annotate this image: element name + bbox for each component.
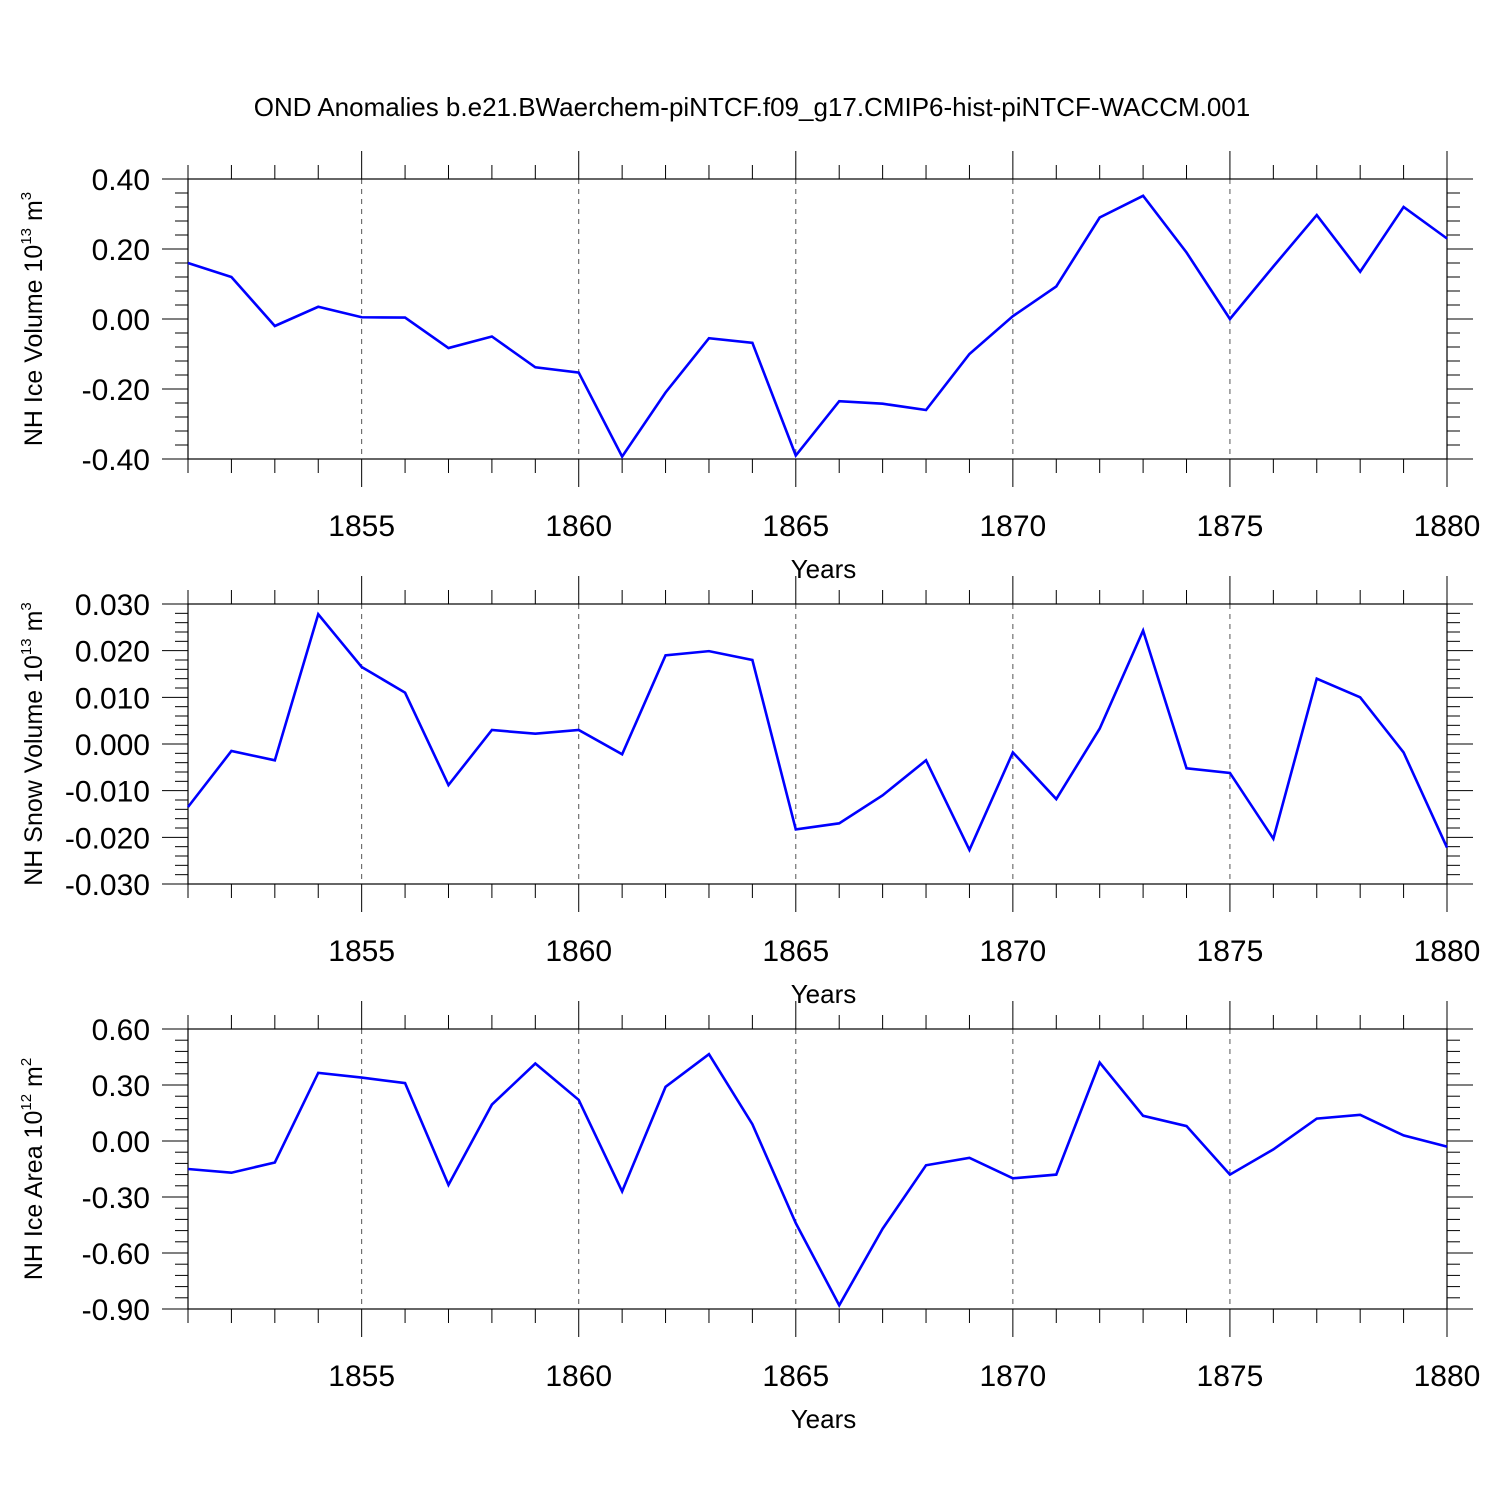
x-axis-label: Years <box>791 1404 857 1434</box>
panel-3: -0.90 -0.60 -0.30 0.00 0.30 0.60 1855 1860 1865 1… <box>18 1001 1480 1434</box>
x-tick-label: 1860 <box>545 1360 612 1393</box>
series-line <box>187 1052 1448 1308</box>
y-tick-label: 0.40 <box>92 164 150 197</box>
chart-title: OND Anomalies b.e21.BWaerchem-piNTCF.f09… <box>254 92 1250 122</box>
y-tick-label: -0.30 <box>82 1182 150 1215</box>
y-tick-label: -0.010 <box>65 776 150 809</box>
x-tick-label: 1865 <box>762 510 829 543</box>
y-tick-label: 0.020 <box>75 636 150 669</box>
plot-frame <box>187 178 1448 460</box>
y-axis-label-main: NH Ice Volume 10 <box>20 245 48 447</box>
y-tick-label: 0.60 <box>92 1014 150 1047</box>
x-tick-label: 1870 <box>979 1360 1046 1393</box>
x-axis-label: Years <box>791 554 857 584</box>
y-axis-label: NH Ice Area 1012 m2 <box>18 1058 48 1280</box>
panel-1: -0.40 -0.20 0.00 0.20 0.40 1855 1860 1865 1870 18… <box>18 151 1480 584</box>
x-tick-label: 1865 <box>762 1360 829 1393</box>
y-axis-label-main: NH Snow Volume 10 <box>20 655 48 886</box>
y-tick-label: -0.020 <box>65 822 150 855</box>
y-axis-label: NH Ice Volume 1013 m3 <box>18 192 48 446</box>
y-tick-label: -0.90 <box>82 1294 150 1327</box>
y-axis-label-exponent: 13 <box>18 228 35 245</box>
y-axis-label-unit-exponent: 2 <box>18 1058 35 1066</box>
x-tick-label: 1865 <box>762 935 829 968</box>
y-tick-label: -0.030 <box>65 869 150 902</box>
x-tick-label: 1880 <box>1414 510 1481 543</box>
y-tick-label: 0.00 <box>92 1126 150 1159</box>
y-axis-label: NH Snow Volume 1013 m3 <box>18 602 48 886</box>
series-line <box>186 611 1449 854</box>
x-tick-label: 1880 <box>1414 1360 1481 1393</box>
x-axis-label: Years <box>791 979 857 1009</box>
panel-2: -0.030 -0.020 -0.010 0.000 0.010 0.020 0.030 18… <box>18 576 1480 1009</box>
y-tick-label: 0.00 <box>92 304 150 337</box>
y-tick-label: 0.030 <box>75 589 150 622</box>
x-tick-label: 1875 <box>1197 1360 1264 1393</box>
y-tick-label: -0.40 <box>82 444 150 477</box>
y-axis-label-main: NH Ice Area 10 <box>20 1111 48 1281</box>
y-axis-label-exponent: 13 <box>18 638 35 655</box>
y-axis-label-unit: m <box>20 1066 48 1094</box>
y-tick-label: 0.010 <box>75 682 150 715</box>
series-line <box>187 194 1448 460</box>
plot-frame <box>187 603 1448 885</box>
y-axis-label-unit-exponent: 3 <box>18 602 35 610</box>
y-axis-label-unit: m <box>20 611 48 639</box>
x-tick-label: 1870 <box>979 510 1046 543</box>
y-axis-label-unit-exponent: 3 <box>18 192 35 200</box>
y-tick-label: 0.000 <box>75 729 150 762</box>
y-tick-label: -0.60 <box>82 1238 150 1271</box>
x-tick-label: 1875 <box>1197 510 1264 543</box>
plot-frame <box>187 1028 1448 1310</box>
y-axis-label-unit: m <box>20 200 48 228</box>
y-axis-label-exponent: 12 <box>18 1094 35 1111</box>
y-tick-label: -0.20 <box>82 374 150 407</box>
x-tick-label: 1880 <box>1414 935 1481 968</box>
x-tick-label: 1860 <box>545 935 612 968</box>
x-tick-label: 1870 <box>979 935 1046 968</box>
y-tick-label: 0.30 <box>92 1070 150 1103</box>
x-tick-label: 1855 <box>328 510 395 543</box>
x-tick-label: 1855 <box>328 935 395 968</box>
y-tick-label: 0.20 <box>92 234 150 267</box>
x-tick-label: 1875 <box>1197 935 1264 968</box>
x-tick-label: 1855 <box>328 1360 395 1393</box>
x-tick-label: 1860 <box>545 510 612 543</box>
